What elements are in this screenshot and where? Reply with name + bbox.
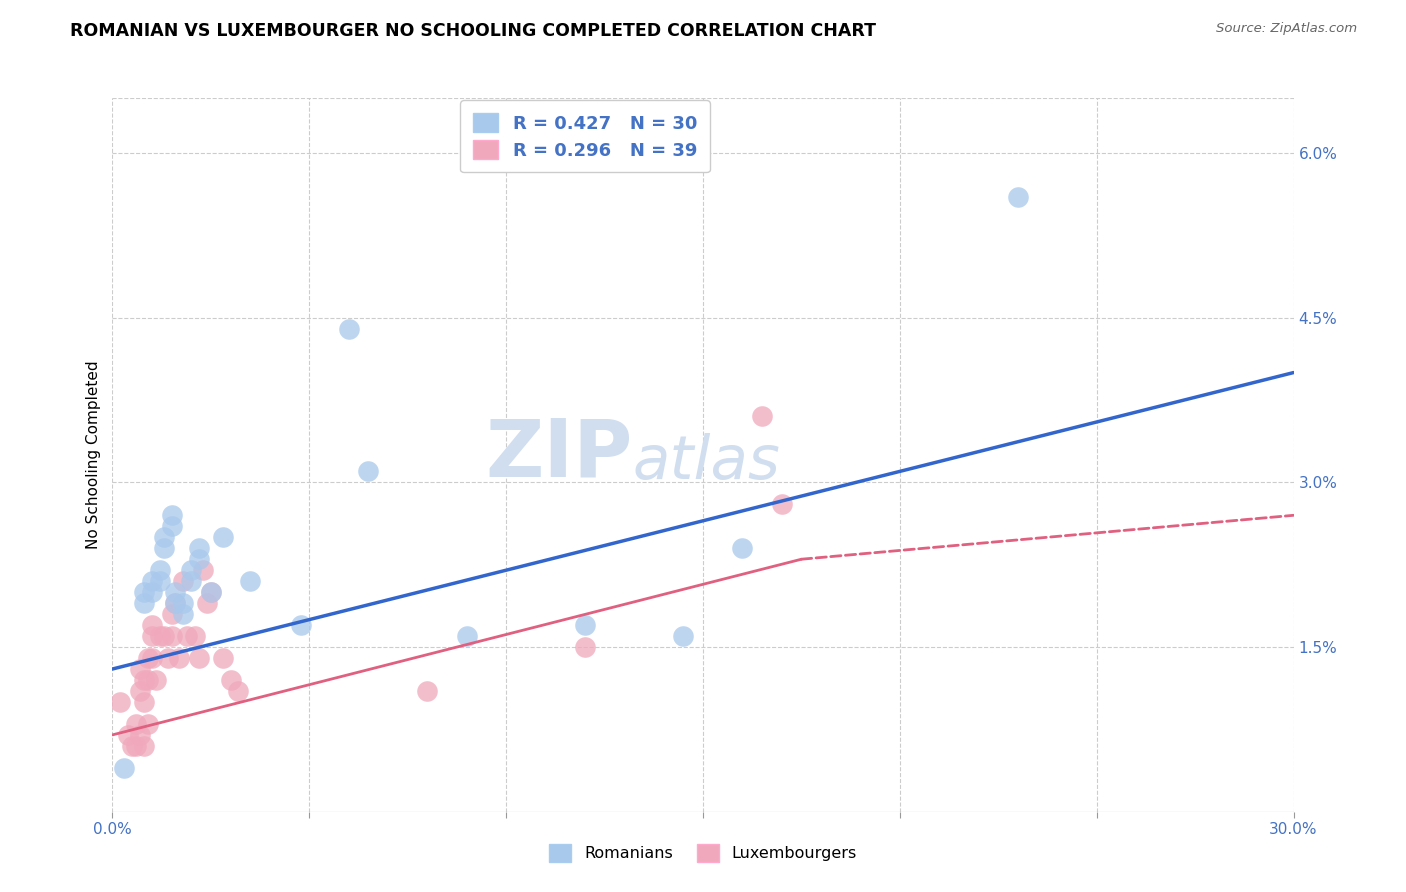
Point (169, 651, 191, 665)
Point (574, 618, 596, 632)
Y-axis label: No Schooling Completed: No Schooling Completed (86, 360, 101, 549)
Text: Source: ZipAtlas.com: Source: ZipAtlas.com (1216, 22, 1357, 36)
Point (195, 596, 218, 610)
Point (132, 596, 155, 610)
Point (416, 684, 439, 698)
Point (176, 629, 198, 643)
Point (152, 530, 174, 544)
Text: ROMANIAN VS LUXEMBOURGER NO SCHOOLING COMPLETED CORRELATION CHART: ROMANIAN VS LUXEMBOURGER NO SCHOOLING CO… (70, 22, 876, 40)
Point (121, 739, 143, 753)
Point (152, 629, 174, 643)
Text: ZIP: ZIP (485, 416, 633, 494)
Point (152, 541, 174, 556)
Point (160, 519, 183, 533)
Point (110, 695, 132, 709)
Point (200, 585, 222, 599)
Point (132, 695, 155, 709)
Point (188, 651, 211, 665)
Point (129, 662, 152, 676)
Point (132, 739, 155, 753)
Point (239, 574, 262, 589)
Point (125, 739, 148, 753)
Point (149, 574, 172, 589)
Point (160, 607, 183, 621)
Point (112, 761, 135, 775)
Point (125, 717, 148, 731)
Point (149, 563, 172, 577)
Point (751, 409, 773, 424)
Legend: Romanians, Luxembourgers: Romanians, Luxembourgers (543, 838, 863, 868)
Point (132, 585, 155, 599)
Point (132, 673, 155, 687)
Point (165, 585, 187, 599)
Point (141, 651, 163, 665)
Point (180, 574, 202, 589)
Point (141, 574, 163, 589)
Point (180, 563, 202, 577)
Point (172, 607, 194, 621)
Point (141, 585, 163, 599)
Point (456, 629, 478, 643)
Point (191, 563, 214, 577)
Point (117, 728, 139, 742)
Point (172, 596, 194, 610)
Point (165, 596, 187, 610)
Point (160, 629, 183, 643)
Point (156, 651, 179, 665)
Point (211, 530, 233, 544)
Text: atlas: atlas (633, 433, 780, 491)
Point (731, 541, 754, 556)
Point (145, 673, 167, 687)
Point (141, 618, 163, 632)
Point (672, 629, 695, 643)
Point (211, 651, 233, 665)
Point (184, 629, 207, 643)
Point (172, 574, 194, 589)
Point (141, 629, 163, 643)
Point (357, 464, 380, 478)
Point (129, 728, 152, 742)
Point (574, 640, 596, 654)
Point (188, 552, 211, 566)
Point (136, 651, 159, 665)
Point (200, 585, 222, 599)
Point (337, 321, 360, 335)
Point (188, 541, 211, 556)
Point (136, 717, 159, 731)
Point (219, 673, 242, 687)
Point (165, 596, 187, 610)
Point (228, 684, 250, 698)
Point (1007, 190, 1029, 204)
Point (136, 673, 159, 687)
Point (770, 497, 793, 511)
Point (149, 629, 172, 643)
Point (160, 508, 183, 523)
Point (129, 684, 152, 698)
Point (290, 618, 312, 632)
